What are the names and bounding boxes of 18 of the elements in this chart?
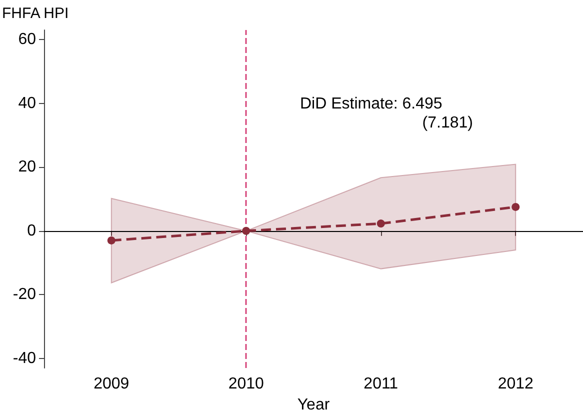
x-tick-label: 2011 [364, 376, 398, 392]
y-tick-label: 40 [18, 94, 36, 112]
y-tick-label: 0 [27, 222, 36, 240]
x-tick-label: 2009 [94, 376, 130, 392]
y-axis-title: FHFA HPI [2, 5, 69, 22]
y-tick-label: -40 [12, 350, 36, 367]
annotation: DiD Estimate: 6.495 [300, 96, 442, 112]
y-tick-label: -20 [12, 286, 36, 304]
y-tick-label: 20 [18, 158, 36, 176]
point [512, 202, 520, 211]
point [242, 226, 250, 235]
x-axis-title: Year [297, 396, 330, 414]
x-tick-label: 2010 [228, 376, 264, 392]
x-tick-label: 2012 [498, 376, 534, 392]
annotation: (7.181) [422, 114, 474, 132]
y-tick-label: 60 [18, 31, 36, 48]
point [376, 220, 385, 228]
point [107, 236, 116, 244]
